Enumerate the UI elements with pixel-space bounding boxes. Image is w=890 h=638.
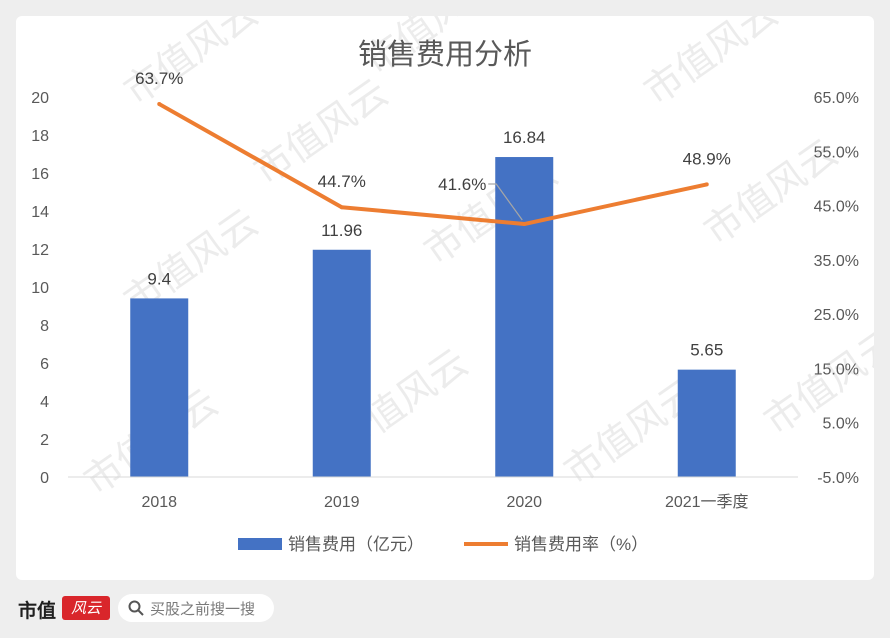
footer-bar: 市值 风云 买股之前搜一搜 [0,588,890,632]
x-axis-tick: 2018 [141,494,177,511]
bar-data-label: 16.84 [503,128,546,147]
left-axis-tick: 8 [40,318,49,335]
left-axis-tick: 6 [40,356,49,373]
legend-label-line: 销售费用率（%） [514,535,648,554]
right-axis-tick: 65.0% [814,90,859,107]
left-axis-tick: 12 [31,242,49,259]
legend-swatch-bar [238,538,282,550]
right-axis-tick: 15.0% [814,361,859,378]
x-axis-tick: 2021一季度 [665,493,749,511]
line-point [704,182,709,187]
legend-label-bar: 销售费用（亿元） [288,535,424,554]
chart-card: 市值风云 市值风云 市值风云 市值风云 市值风云 市值风云 市值风云 市值风云 市值风云 市值风云… [16,16,874,580]
x-axis-tick: 2020 [506,494,542,511]
right-axis-tick: 35.0% [814,253,859,270]
bar [677,369,736,477]
x-axis-tick: 2019 [324,494,360,511]
left-axis-tick: 16 [31,166,49,183]
leader-line [488,183,523,221]
right-axis-tick: 55.0% [814,144,859,161]
left-axis-tick: 0 [40,470,49,487]
left-axis-tick: 14 [31,204,49,221]
line-point [522,222,527,227]
line-series [158,102,708,227]
left-axis-tick: 18 [31,128,49,145]
line-point [339,205,344,210]
search-icon [128,600,144,616]
line-data-label: 48.9% [683,149,731,168]
search-placeholder: 买股之前搜一搜 [150,600,256,618]
right-axis-tick: 25.0% [814,307,859,324]
brand-logo-stamp: 风云 [62,596,110,620]
right-axis-tick: 45.0% [814,199,859,216]
right-axis-tick: 5.0% [823,416,859,433]
right-axis-tick: -5.0% [817,470,859,487]
left-axis-tick: 4 [40,394,49,411]
watermark-text: 市值风云 [636,16,786,113]
bar [495,157,554,478]
bar-data-label: 11.96 [321,221,362,240]
bar [312,249,371,477]
bar-data-label: 9.4 [147,269,171,288]
line-point [157,102,162,107]
left-axis-tick: 20 [31,90,49,107]
left-axis-tick: 2 [40,432,49,449]
bar-data-label: 5.65 [690,341,723,360]
line-data-label: 41.6% [438,175,486,194]
chart-title: 销售费用分析 [358,38,532,71]
bar [130,298,189,477]
left-axis-tick: 10 [31,280,49,297]
search-box[interactable]: 买股之前搜一搜 [118,594,274,622]
brand-logo-text: 市值 [18,600,57,622]
line-data-label: 44.7% [318,172,366,191]
watermark-text: 市值风云 [116,16,266,113]
line-data-label: 63.7% [135,69,183,88]
